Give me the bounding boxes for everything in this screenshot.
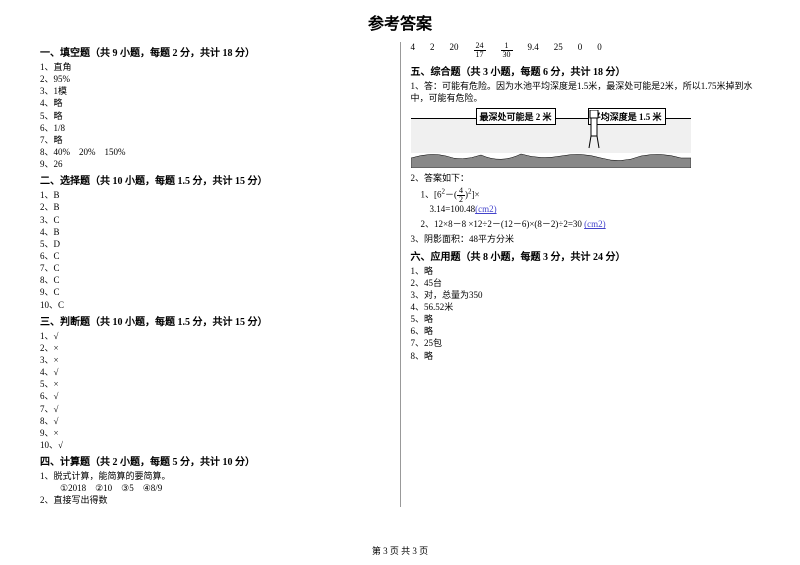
s1-5: 5、略 (40, 110, 390, 122)
s2-2: 2、B (40, 201, 390, 213)
v3: 20 (450, 42, 459, 59)
s5-3: 3、阴影面积：48平方分米 (411, 233, 761, 245)
v2: 2 (430, 42, 435, 59)
pool-bed (411, 150, 691, 168)
s3-6: 6、√ (40, 390, 390, 402)
unit-cm2-2: (cm2) (584, 219, 606, 229)
unit-cm2: (cm2) (475, 204, 497, 214)
s3-7: 7、√ (40, 403, 390, 415)
s3-4: 4、√ (40, 366, 390, 378)
s3-1: 1、√ (40, 330, 390, 342)
section-2-title: 二、选择题（共 10 小题，每题 1.5 分，共计 15 分） (40, 172, 390, 187)
s6-8: 8、略 (411, 350, 761, 362)
s1-8: 8、40% 20% 150% (40, 146, 390, 158)
v7: 0 (597, 42, 602, 59)
s4-1: 1、脱式计算，能简算的要简算。 (40, 470, 390, 482)
s2-4: 4、B (40, 226, 390, 238)
s1-6: 6、1/8 (40, 122, 390, 134)
s3-3: 3、× (40, 354, 390, 366)
s1-3: 3、1模 (40, 85, 390, 97)
s1-4: 4、略 (40, 97, 390, 109)
s1-7: 7、略 (40, 134, 390, 146)
formula-2: 2、12×8－8 ×12÷2－(12－6)×(8－2)÷2=30 (cm2) (421, 217, 761, 230)
frac-2: 130 (501, 42, 513, 59)
s3-9: 9、× (40, 427, 390, 439)
formula-1: 1、[62－(42)2]× 3.14=100.48(cm2) (421, 187, 761, 214)
s6-3: 3、对，总量为350 (411, 289, 761, 301)
s3-10: 10、√ (40, 439, 390, 451)
section-1-title: 一、填空题（共 9 小题，每题 2 分，共计 18 分） (40, 44, 390, 59)
s2-9: 9、C (40, 286, 390, 298)
s3-5: 5、× (40, 378, 390, 390)
s1-2: 2、95% (40, 73, 390, 85)
s2-6: 6、C (40, 250, 390, 262)
s5-1: 1、答：可能有危险。因为水池平均深度是1.5米，最深处可能是2米，所以1.75米… (411, 80, 761, 104)
v5: 25 (554, 42, 563, 59)
number-row: 4 2 20 2417 130 9.4 25 0 0 (411, 42, 761, 59)
left-column: 一、填空题（共 9 小题，每题 2 分，共计 18 分） 1、直角 2、95% … (30, 42, 401, 507)
v6: 0 (578, 42, 583, 59)
v4: 9.4 (528, 42, 539, 59)
s5-2: 2、答案如下： (411, 172, 761, 184)
depth-label-1: 最深处可能是 2 米 (476, 108, 556, 125)
s2-3: 3、C (40, 214, 390, 226)
s6-5: 5、略 (411, 313, 761, 325)
s6-2: 2、45台 (411, 277, 761, 289)
s3-8: 8、√ (40, 415, 390, 427)
right-column: 4 2 20 2417 130 9.4 25 0 0 五、综合题（共 3 小题，… (401, 42, 771, 507)
s6-7: 7、25包 (411, 337, 761, 349)
s6-4: 4、56.52米 (411, 301, 761, 313)
content-columns: 一、填空题（共 9 小题，每题 2 分，共计 18 分） 1、直角 2、95% … (30, 42, 770, 507)
s2-7: 7、C (40, 262, 390, 274)
s1-9: 9、26 (40, 158, 390, 170)
s6-6: 6、略 (411, 325, 761, 337)
frac-1: 2417 (474, 42, 486, 59)
s1-1: 1、直角 (40, 61, 390, 73)
s4-2: 2、直接写出得数 (40, 494, 390, 506)
v1: 4 (411, 42, 416, 59)
s2-10: 10、C (40, 299, 390, 311)
page-title: 参考答案 (30, 10, 770, 34)
s2-8: 8、C (40, 274, 390, 286)
page-footer: 第 3 页 共 3 页 (0, 544, 800, 557)
section-5-title: 五、综合题（共 3 小题，每题 6 分，共计 18 分） (411, 63, 761, 78)
section-3-title: 三、判断题（共 10 小题，每题 1.5 分，共计 15 分） (40, 313, 390, 328)
section-4-title: 四、计算题（共 2 小题，每题 5 分，共计 10 分） (40, 453, 390, 468)
s4-1a: ①2018 ②10 ③5 ④8/9 (60, 482, 390, 494)
section-6-title: 六、应用题（共 8 小题，每题 3 分，共计 24 分） (411, 248, 761, 263)
s6-1: 1、略 (411, 265, 761, 277)
person-icon (587, 110, 601, 150)
s2-1: 1、B (40, 189, 390, 201)
s2-5: 5、D (40, 238, 390, 250)
s3-2: 2、× (40, 342, 390, 354)
pool-diagram: 最深处可能是 2 米 平均深度是 1.5 米 (411, 108, 691, 168)
